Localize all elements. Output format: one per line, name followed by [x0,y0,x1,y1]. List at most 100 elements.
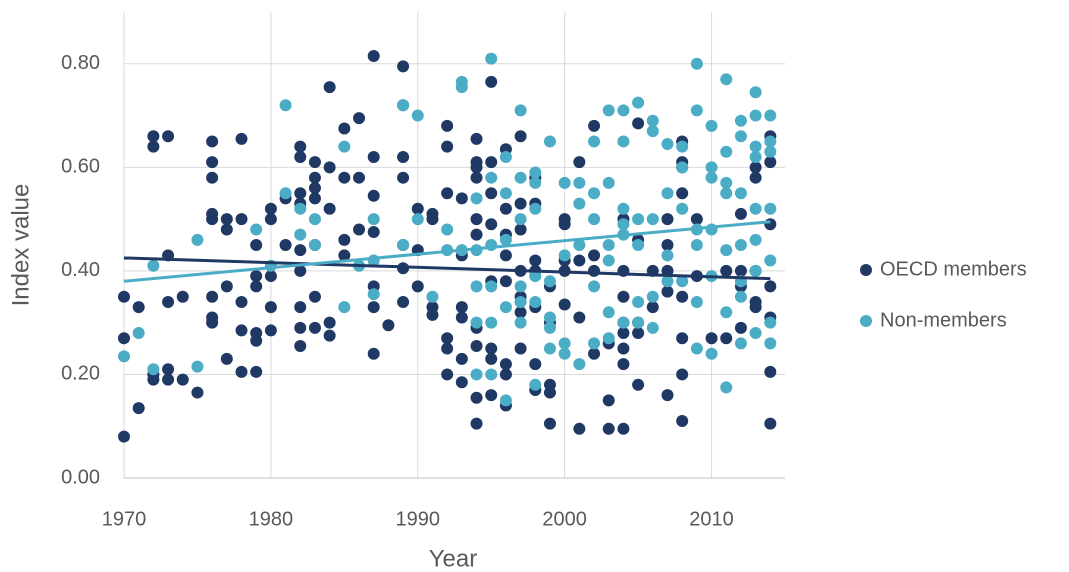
point [676,368,689,381]
point [338,140,351,153]
point [147,363,160,376]
point [588,337,601,350]
point [499,368,512,381]
point [367,301,380,314]
point [499,394,512,407]
point [764,417,777,430]
point [235,295,248,308]
point [470,391,483,404]
point [661,187,674,200]
point [411,202,424,215]
point [323,316,336,329]
point [661,275,674,288]
point [397,295,410,308]
point [411,280,424,293]
point [734,321,747,334]
point [455,376,468,389]
point [617,316,630,329]
point [499,301,512,314]
point [397,150,410,163]
point [470,417,483,430]
point [749,327,762,340]
point [499,275,512,288]
point [661,389,674,402]
point [485,218,498,231]
point [705,171,718,184]
point [279,187,292,200]
point [749,264,762,277]
point [206,290,219,303]
point [720,176,733,189]
point [499,249,512,262]
point [734,239,747,251]
point [514,104,527,117]
point [573,311,586,324]
point [588,187,601,200]
point [720,306,733,319]
point [118,332,130,345]
point [602,394,615,407]
point [147,259,160,272]
point [720,381,733,394]
point [529,176,542,189]
point [279,239,292,251]
point [441,187,454,200]
point [147,130,160,143]
point [294,264,307,277]
point [764,337,777,350]
point [602,239,615,251]
point [632,213,645,226]
point [588,347,601,360]
point [514,306,527,319]
point [441,119,454,132]
point [323,329,336,342]
point [764,254,777,267]
point [734,207,747,220]
point [529,166,542,179]
point [499,233,512,246]
point [764,109,777,122]
point [308,171,321,184]
point [294,187,307,200]
point [367,288,380,301]
point [485,156,498,169]
point [514,342,527,355]
point [338,249,351,262]
point [514,130,527,143]
point [646,290,659,303]
point [485,342,498,355]
point [573,197,586,210]
point [617,218,630,231]
point [705,332,718,345]
point [441,140,454,153]
point [749,202,762,215]
point [676,202,689,215]
point [602,254,615,267]
point [720,73,733,86]
point [191,386,204,399]
point [294,228,307,241]
point [543,417,556,430]
point [162,363,175,376]
point [676,332,689,345]
point [220,213,233,226]
point [367,213,380,226]
point [441,332,454,345]
point [734,187,747,200]
point [632,117,645,130]
point [529,270,542,283]
point [191,233,204,246]
point [632,239,645,251]
point [308,290,321,303]
point [235,213,248,226]
point [632,295,645,308]
point [602,176,615,189]
point [617,290,630,303]
trend-line [123,220,771,283]
x-tick-label: 1980 [249,508,294,530]
point [690,342,703,355]
point [558,337,571,350]
point [470,132,483,145]
point [470,213,483,226]
point [514,197,527,210]
